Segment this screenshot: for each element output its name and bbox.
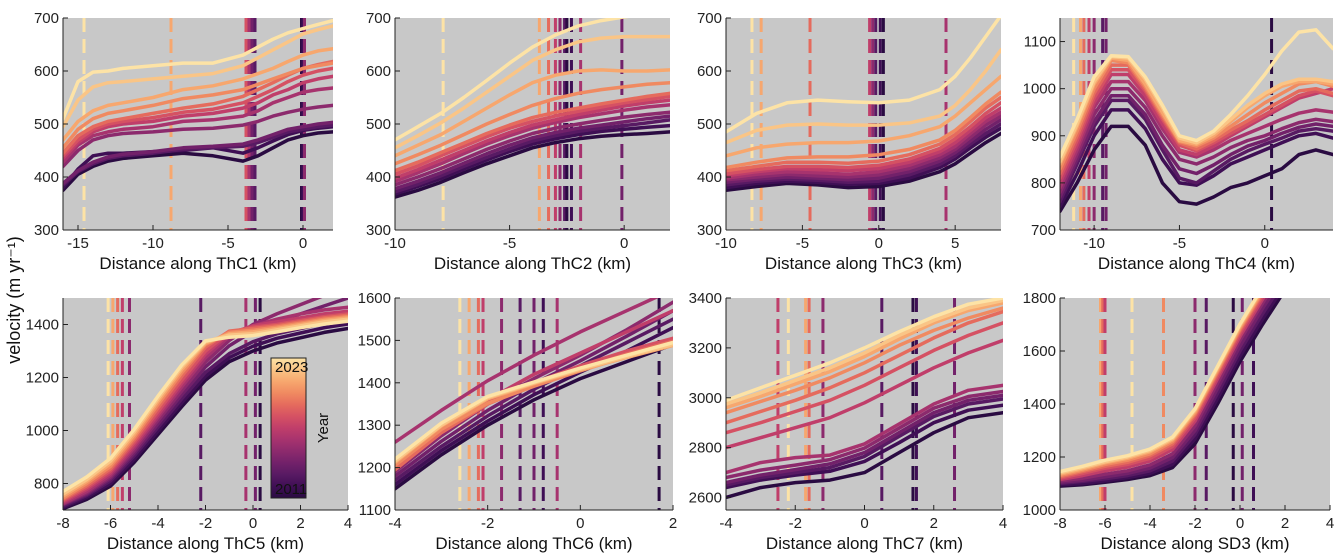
y-tick-label: 800 — [1031, 175, 1056, 192]
x-tick-label: 2 — [1281, 515, 1289, 532]
y-tick-label: 600 — [697, 63, 722, 80]
x-tick-label: 2 — [930, 515, 938, 532]
y-tick-label: 1300 — [358, 417, 391, 434]
y-tick-label: 600 — [366, 63, 391, 80]
x-tick-label: -6 — [104, 515, 117, 532]
x-tick-label: -2 — [789, 515, 802, 532]
y-tick-label: 1400 — [26, 317, 59, 334]
panel-1: -15 -10 -5 0 300 400 500 600 700 Distance along T… — [34, 10, 333, 273]
panel-4: -10 -5 0 700 800 900 1000 1100 Distance along Th… — [1023, 18, 1333, 273]
x-tick-label: -5 — [503, 235, 516, 252]
x-tick-label: -4 — [719, 515, 732, 532]
x-tick-label: 4 — [999, 515, 1007, 532]
y-tick-label: 1800 — [1023, 290, 1056, 307]
colorbar-bar — [271, 358, 306, 498]
y-tick-label: 500 — [366, 116, 391, 133]
colorbar-max-label: 2023 — [275, 359, 308, 376]
panel-2: -10 -5 0300400500600700Distance along ThC2… — [366, 10, 670, 273]
colorbar-title: Year — [315, 413, 332, 443]
x-tick-label: 0 — [875, 235, 883, 252]
y-tick-label: 3400 — [689, 290, 722, 307]
y-tick-label: 1100 — [1024, 34, 1056, 51]
y-tick-label: 1100 — [359, 502, 391, 519]
x-tick-label: -8 — [56, 515, 69, 532]
x-tick-label: -6 — [1098, 515, 1111, 532]
y-tick-label: 400 — [34, 169, 59, 186]
y-tick-label: 1400 — [358, 375, 391, 392]
x-axis-label: Distance along ThC6 (km) — [435, 534, 632, 553]
x-tick-label: -5 — [1173, 235, 1186, 252]
x-tick-label: -5 — [221, 235, 234, 252]
y-tick-label: 400 — [366, 169, 391, 186]
x-axis-label: Distance along ThC1 (km) — [99, 254, 296, 273]
y-tick-label: 800 — [34, 476, 59, 493]
x-axis-label: Distance along ThC4 (km) — [1098, 254, 1295, 273]
x-tick-label: 0 — [860, 515, 868, 532]
panel-6: -4 -2 0 2 1100 1200 1300 1400 1500 1600 Distance a… — [358, 290, 678, 554]
y-tick-label: 1200 — [1023, 449, 1056, 466]
y-tick-label: 900 — [1031, 128, 1056, 145]
x-tick-label: 0 — [576, 515, 584, 532]
x-axis-label: Distance along ThC3 (km) — [765, 254, 962, 273]
y-tick-label: 600 — [34, 63, 59, 80]
y-tick-label: 2800 — [689, 440, 722, 457]
x-tick-label: -4 — [151, 515, 164, 532]
y-tick-label: 300 — [697, 222, 722, 239]
y-tick-label: 1000 — [26, 423, 59, 440]
x-tick-label: 4 — [344, 515, 352, 532]
x-tick-label: 0 — [249, 515, 257, 532]
y-axis-label: velocity (m yr⁻¹) — [4, 236, 24, 364]
y-tick-label: 500 — [697, 116, 722, 133]
panel-3: -10 -5 0 5 300 400 500 600 700 Distance along ThC… — [697, 10, 1001, 273]
y-tick-label: 1200 — [26, 370, 59, 387]
x-tick-label: -10 — [1083, 235, 1105, 252]
x-tick-label: -5 — [796, 235, 809, 252]
x-tick-label: 0 — [299, 235, 307, 252]
x-tick-label: 0 — [1261, 235, 1269, 252]
y-tick-label: 3200 — [689, 340, 722, 357]
x-tick-label: -2 — [481, 515, 494, 532]
panel-7: -4 -2 0 2 4 2600 2800 3000 3200 3400 Distance alon… — [689, 290, 1008, 553]
y-tick-label: 300 — [366, 222, 391, 239]
x-tick-label: 5 — [951, 235, 959, 252]
x-axis-label: Distance along SD3 (km) — [1101, 534, 1290, 553]
x-tick-label: 2 — [669, 515, 677, 532]
y-tick-label: 700 — [1031, 222, 1056, 239]
y-tick-label: 1200 — [358, 460, 391, 477]
x-tick-label: 0 — [1236, 515, 1244, 532]
y-tick-label: 3000 — [689, 390, 722, 407]
y-tick-label: 700 — [366, 10, 391, 27]
x-tick-label: -2 — [1188, 515, 1201, 532]
x-tick-label: -4 — [1143, 515, 1156, 532]
y-tick-label: 1600 — [358, 290, 391, 307]
x-tick-label: 2 — [296, 515, 304, 532]
x-axis-label: Distance along ThC5 (km) — [107, 534, 304, 553]
x-tick-label: -10 — [142, 235, 164, 252]
y-tick-label: 400 — [697, 169, 722, 186]
x-axis-label: Distance along ThC2 (km) — [434, 254, 631, 273]
y-tick-label: 500 — [34, 116, 59, 133]
y-tick-label: 1400 — [1023, 396, 1056, 413]
y-tick-label: 700 — [697, 10, 722, 27]
x-axis-label: Distance along ThC7 (km) — [766, 534, 963, 553]
x-tick-label: 4 — [1326, 515, 1334, 532]
y-tick-label: 1500 — [358, 332, 391, 349]
x-tick-label: -2 — [199, 515, 212, 532]
y-tick-label: 1000 — [1023, 502, 1056, 519]
y-tick-label: 1600 — [1023, 343, 1056, 360]
y-tick-label: 300 — [34, 222, 59, 239]
y-tick-label: 1000 — [1023, 81, 1056, 98]
y-tick-label: 700 — [34, 10, 59, 27]
y-tick-label: 2600 — [689, 490, 722, 507]
x-tick-label: -15 — [67, 235, 89, 252]
x-tick-label: 0 — [620, 235, 628, 252]
colorbar-min-label: 2011 — [275, 481, 307, 498]
